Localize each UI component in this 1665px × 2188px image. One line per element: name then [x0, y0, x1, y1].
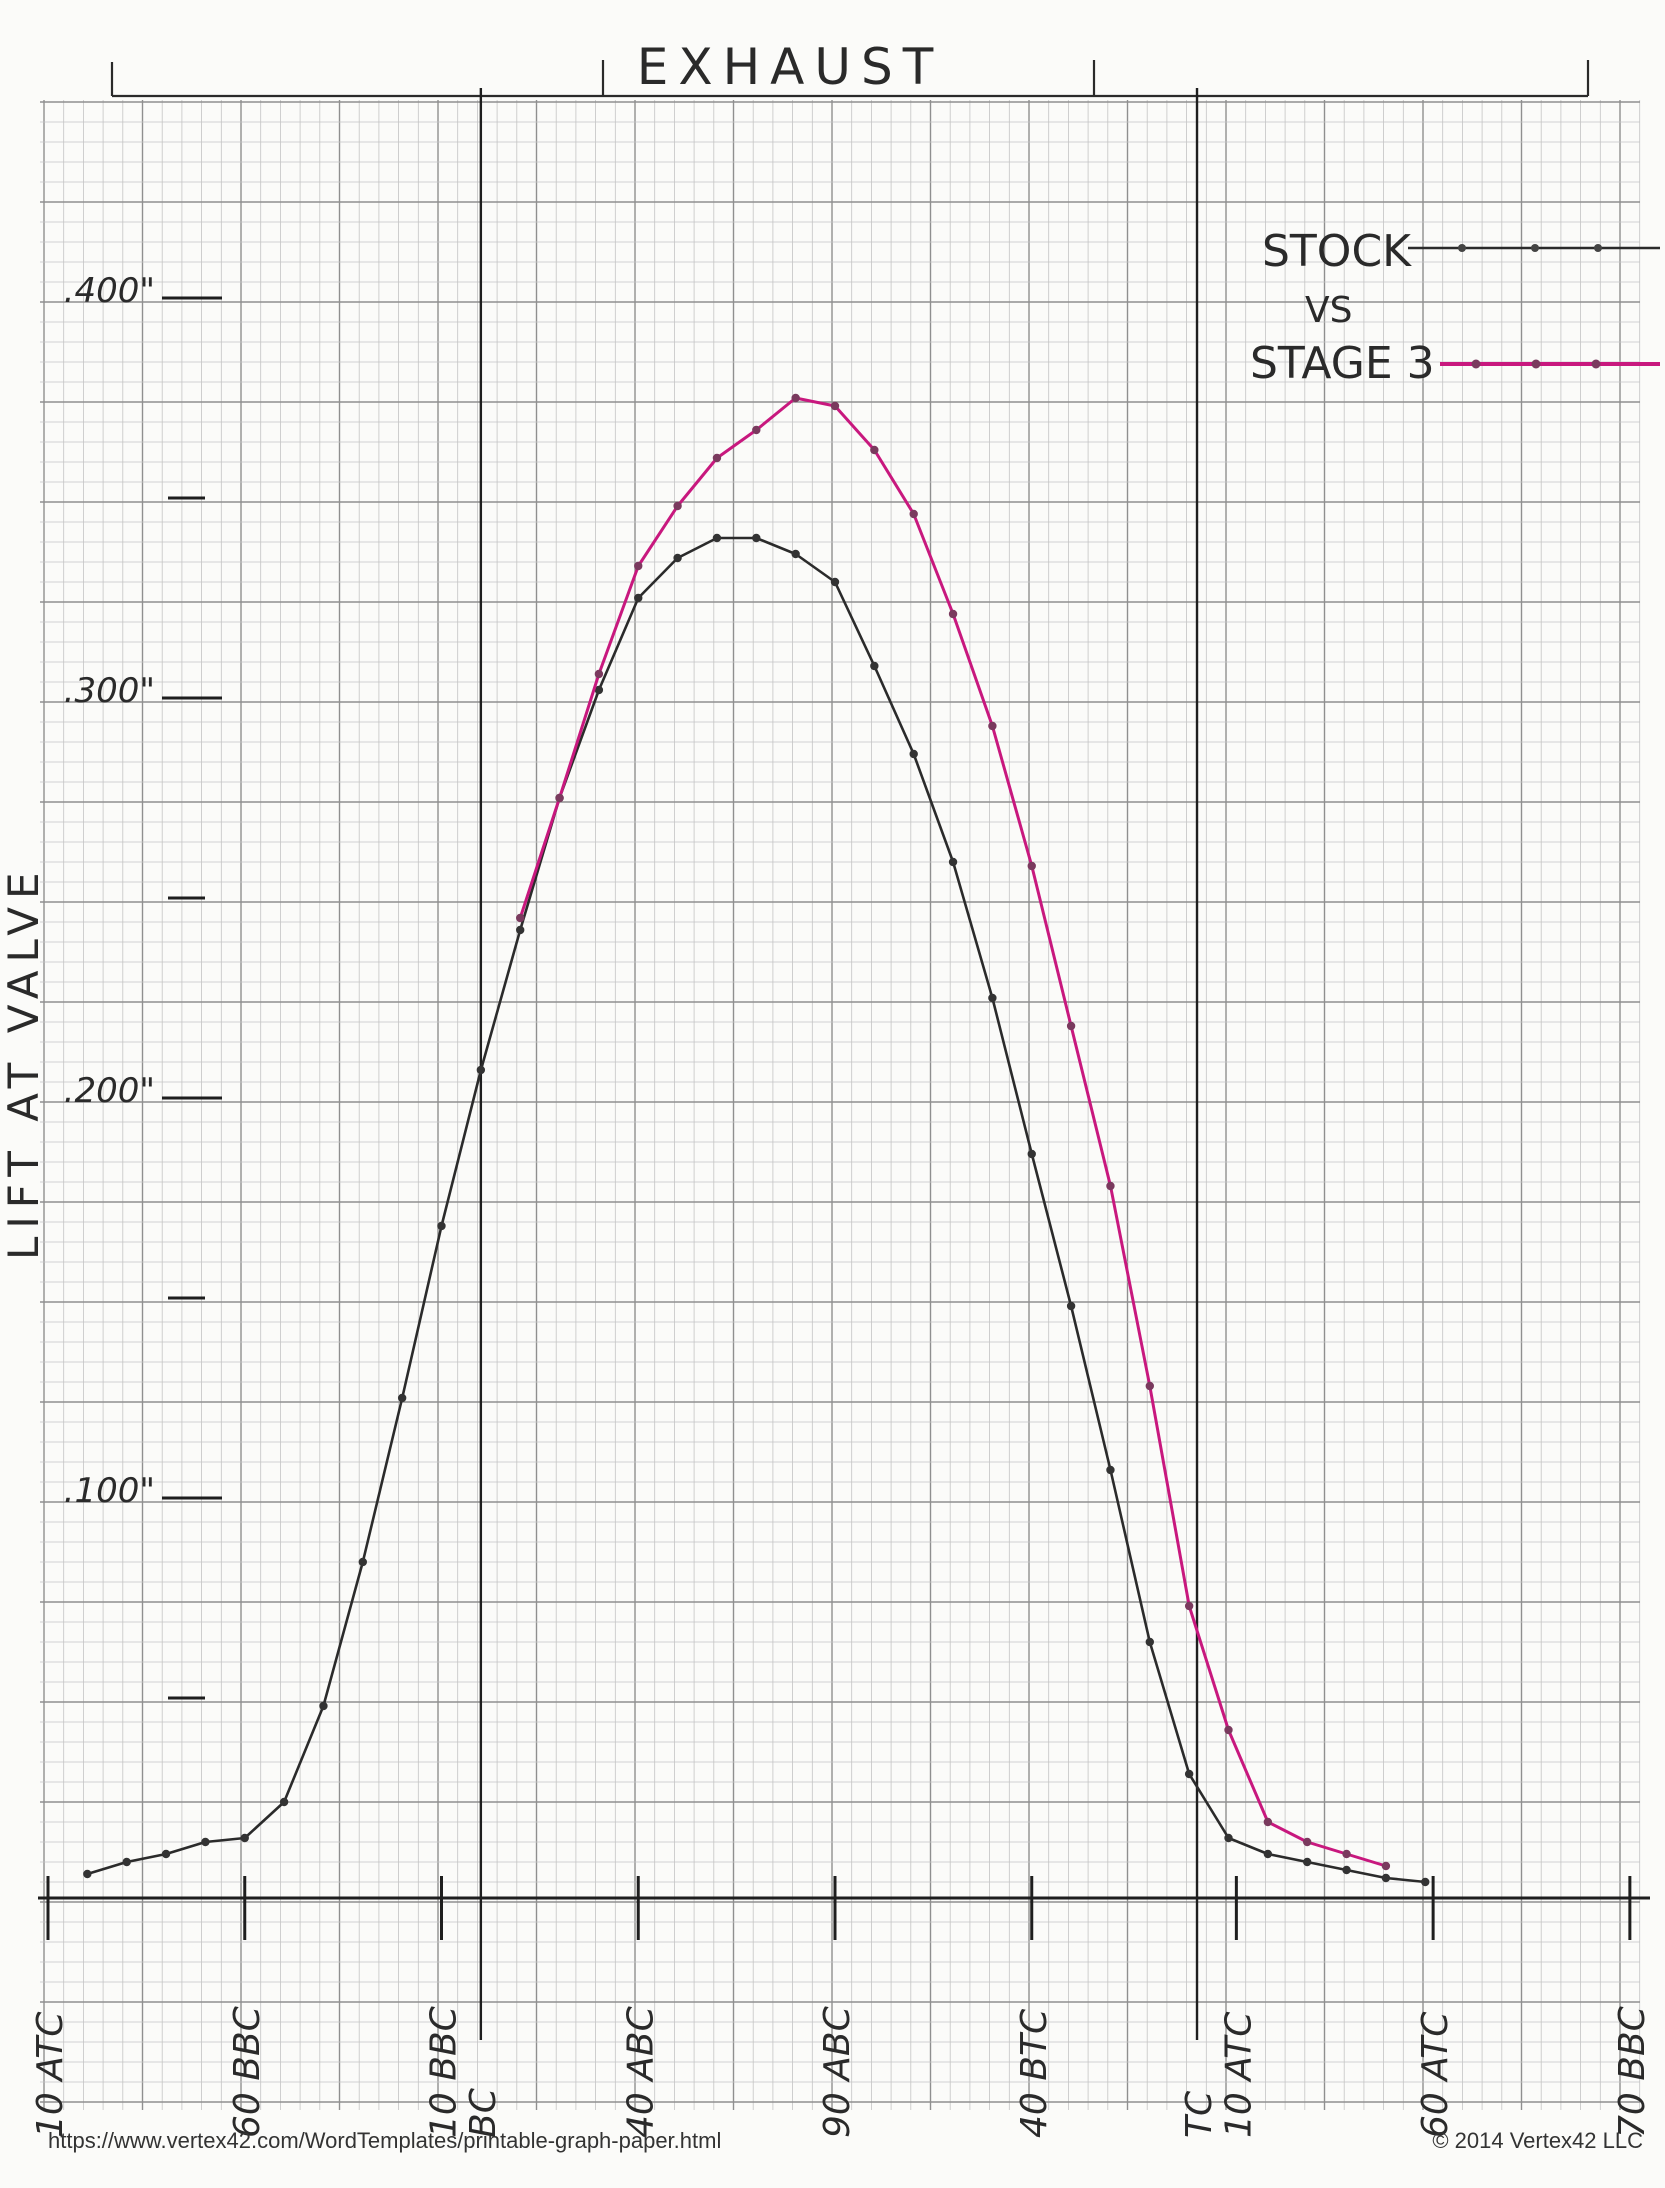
data-point-stock	[240, 1833, 249, 1843]
x-tick-label: 10 ATC	[1218, 2011, 1259, 2138]
legend-marker	[1594, 244, 1602, 252]
data-point-stage-3	[988, 721, 997, 731]
data-point-stage-3	[1027, 861, 1036, 871]
data-point-stock	[397, 1393, 407, 1403]
y-tick-label: .200"	[64, 1071, 155, 1111]
data-point-stage-3	[1381, 1861, 1391, 1871]
data-point-stock	[1421, 1877, 1430, 1887]
data-point-stage-3	[870, 445, 879, 455]
data-point-stock	[201, 1837, 210, 1847]
title-bracket	[110, 60, 1590, 98]
x-tick-label: 70 BBC	[1612, 2005, 1653, 2138]
data-point-stock	[476, 1065, 486, 1075]
data-point-stage-3	[594, 669, 604, 679]
x-tick-label: TC	[1179, 2090, 1220, 2138]
data-point-stage-3	[909, 509, 918, 519]
data-point-stage-3	[634, 561, 643, 571]
legend-marker	[1591, 359, 1601, 369]
y-tick-label: .400"	[64, 271, 155, 311]
data-point-stock	[1263, 1849, 1273, 1859]
legend-entry-stage3: STAGE 3	[1250, 338, 1435, 389]
data-point-stock	[948, 857, 958, 867]
legend-entry-stock: STOCK	[1262, 226, 1412, 277]
legend-marker	[1531, 244, 1539, 252]
data-point-stock	[1303, 1857, 1312, 1867]
x-tick-label: 10 BBC	[424, 2005, 465, 2138]
data-point-stock	[437, 1221, 446, 1231]
data-point-stage-3	[1145, 1381, 1155, 1391]
legend: STOCK VS STAGE 3	[1250, 226, 1660, 389]
data-point-stock	[122, 1857, 131, 1867]
x-tick-label: 60 BBC	[227, 2005, 268, 2138]
graph-paper-grid	[40, 100, 1641, 2110]
legend-marker	[1471, 359, 1481, 369]
footer-url: https://www.vertex42.com/WordTemplates/p…	[48, 2128, 722, 2153]
data-point-stage-3	[830, 401, 840, 411]
data-point-stock	[1342, 1865, 1351, 1875]
data-point-stock	[358, 1557, 367, 1567]
y-tick-label: .300"	[64, 671, 155, 711]
data-point-stock	[1106, 1465, 1115, 1475]
data-point-stock	[1381, 1873, 1391, 1883]
series-line-stage-3	[518, 396, 1387, 1868]
data-point-stock	[1027, 1149, 1036, 1159]
data-point-stock	[1145, 1637, 1155, 1647]
data-point-stock	[516, 925, 525, 935]
y-tick-label: .100"	[64, 1471, 155, 1511]
series-line-stock	[86, 536, 1426, 1884]
x-tick-label: 40 ABC	[620, 2005, 661, 2138]
data-point-stock	[909, 749, 918, 759]
legend-marker	[1458, 244, 1466, 252]
data-point-stock	[594, 685, 604, 695]
footer-copyright: © 2014 Vertex42 LLC	[1432, 2128, 1643, 2153]
data-point-stock	[83, 1869, 92, 1879]
x-tick-label: 90 ABC	[817, 2005, 858, 2138]
data-point-stock	[870, 661, 879, 671]
x-tick-label: 40 BTC	[1014, 2008, 1055, 2138]
data-point-stage-3	[1263, 1817, 1273, 1827]
data-point-stage-3	[752, 425, 761, 435]
data-point-stock	[791, 549, 800, 559]
data-point-stock	[752, 533, 761, 543]
data-point-stage-3	[1106, 1181, 1115, 1191]
data-point-stage-3	[673, 501, 682, 511]
data-point-stage-3	[948, 609, 958, 619]
data-point-stock	[673, 553, 682, 563]
data-point-stock	[279, 1797, 289, 1807]
data-point-stock	[1224, 1833, 1233, 1843]
data-point-stock	[1066, 1301, 1076, 1311]
data-point-stage-3	[1066, 1021, 1076, 1031]
data-point-stock	[634, 593, 643, 603]
data-point-stage-3	[712, 453, 722, 463]
legend-marker	[1531, 359, 1541, 369]
data-point-stock	[319, 1701, 328, 1711]
data-point-stage-3	[1303, 1837, 1312, 1847]
series-layer	[83, 393, 1430, 1887]
data-point-stage-3	[1224, 1725, 1233, 1735]
data-point-stock	[712, 533, 722, 543]
data-point-stage-3	[516, 913, 525, 923]
data-point-stage-3	[555, 793, 564, 803]
x-tick-label: BC	[463, 2087, 504, 2138]
data-point-stage-3	[1342, 1849, 1351, 1859]
y-tick-marks: .100" .200" .300" .400"	[64, 271, 222, 1700]
data-point-stock	[1184, 1769, 1194, 1779]
data-point-stock	[988, 993, 997, 1003]
chart-title: EXHAUST	[637, 38, 944, 96]
reference-lines	[479, 88, 1199, 2040]
x-tick-label: 60 ATC	[1415, 2011, 1456, 2138]
data-point-stage-3	[1184, 1601, 1194, 1611]
y-axis-label: LIFT AT VALVE	[0, 864, 48, 1260]
data-point-stock	[830, 577, 840, 587]
data-point-stock	[161, 1849, 171, 1859]
data-point-stage-3	[791, 393, 800, 403]
x-tick-label: 10 ATC	[30, 2011, 71, 2138]
legend-entry-vs: VS	[1305, 290, 1352, 331]
